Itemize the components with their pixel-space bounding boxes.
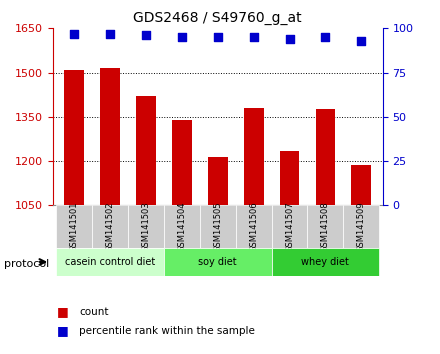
Text: percentile rank within the sample: percentile rank within the sample xyxy=(79,326,255,336)
Text: ■: ■ xyxy=(57,325,69,337)
Title: GDS2468 / S49760_g_at: GDS2468 / S49760_g_at xyxy=(133,11,302,24)
Point xyxy=(250,34,257,40)
Bar xyxy=(352,166,371,205)
Bar xyxy=(100,68,120,205)
Bar xyxy=(244,108,264,205)
FancyBboxPatch shape xyxy=(308,205,343,248)
Point xyxy=(358,38,365,44)
Text: GSM141507: GSM141507 xyxy=(285,201,294,252)
Text: GSM141502: GSM141502 xyxy=(106,201,115,252)
FancyBboxPatch shape xyxy=(56,248,164,276)
FancyBboxPatch shape xyxy=(271,248,379,276)
Text: ■: ■ xyxy=(57,305,69,318)
Point xyxy=(286,36,293,42)
Text: GSM141503: GSM141503 xyxy=(142,201,150,252)
Text: casein control diet: casein control diet xyxy=(65,257,155,267)
Bar xyxy=(208,156,227,205)
Bar xyxy=(172,120,192,205)
FancyBboxPatch shape xyxy=(128,205,164,248)
Point xyxy=(71,31,78,36)
FancyBboxPatch shape xyxy=(164,248,271,276)
FancyBboxPatch shape xyxy=(236,205,271,248)
Text: GSM141501: GSM141501 xyxy=(70,201,79,252)
Bar xyxy=(64,70,84,205)
Text: GSM141508: GSM141508 xyxy=(321,201,330,252)
FancyBboxPatch shape xyxy=(343,205,379,248)
Point xyxy=(143,33,150,38)
Text: soy diet: soy diet xyxy=(198,257,237,267)
FancyBboxPatch shape xyxy=(56,205,92,248)
Bar xyxy=(315,109,335,205)
Text: GSM141505: GSM141505 xyxy=(213,201,222,252)
Text: whey diet: whey diet xyxy=(301,257,349,267)
Point xyxy=(178,34,185,40)
Text: GSM141506: GSM141506 xyxy=(249,201,258,252)
Text: count: count xyxy=(79,307,109,316)
FancyBboxPatch shape xyxy=(200,205,236,248)
FancyBboxPatch shape xyxy=(271,205,308,248)
Point xyxy=(106,31,114,36)
Bar xyxy=(280,151,299,205)
Point xyxy=(214,34,221,40)
FancyBboxPatch shape xyxy=(92,205,128,248)
Text: protocol: protocol xyxy=(4,259,50,269)
Bar xyxy=(136,96,156,205)
Text: GSM141509: GSM141509 xyxy=(357,201,366,252)
FancyBboxPatch shape xyxy=(164,205,200,248)
Text: GSM141504: GSM141504 xyxy=(177,201,187,252)
Point xyxy=(322,34,329,40)
